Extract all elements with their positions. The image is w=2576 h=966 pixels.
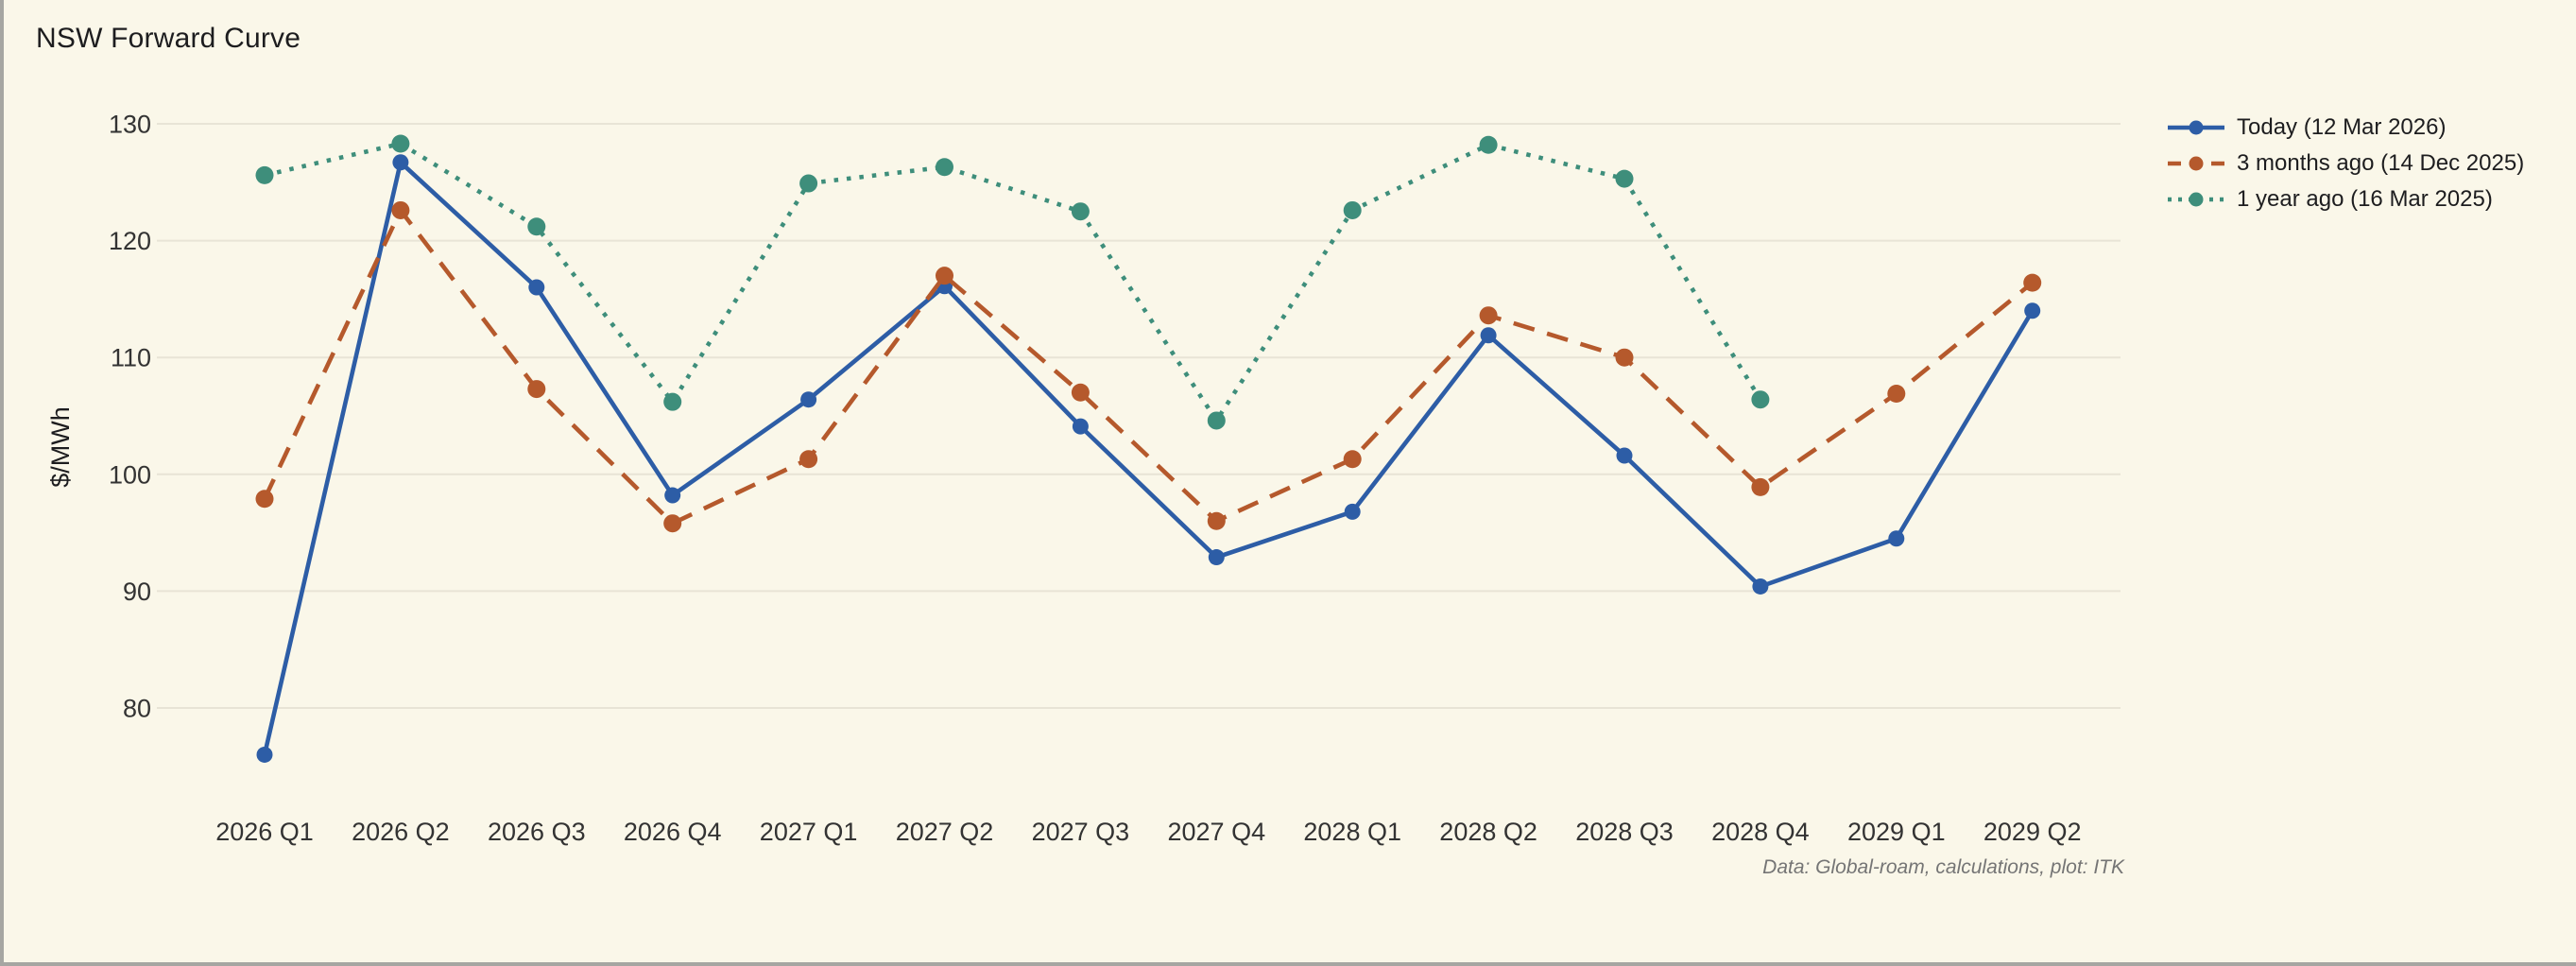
data-point xyxy=(1480,327,1497,344)
data-point xyxy=(255,165,274,184)
data-point xyxy=(799,450,818,469)
data-point xyxy=(528,279,545,296)
data-point xyxy=(1207,511,1226,530)
x-tick-label: 2028 Q4 xyxy=(1711,818,1810,846)
legend-marker-icon xyxy=(2168,192,2224,207)
data-point xyxy=(1071,383,1090,402)
y-tick-label: 110 xyxy=(111,344,151,372)
x-tick-label: 2026 Q1 xyxy=(215,818,314,846)
x-tick-label: 2029 Q1 xyxy=(1847,818,1946,846)
legend-dot xyxy=(2189,156,2204,171)
data-point xyxy=(663,514,682,533)
data-point xyxy=(2024,302,2041,319)
data-point xyxy=(527,217,546,236)
data-point xyxy=(1479,135,1498,154)
y-tick-label: 120 xyxy=(109,227,151,255)
series-line-0 xyxy=(262,158,2035,755)
legend-marker-icon xyxy=(2168,120,2224,135)
window-edge-bottom xyxy=(0,962,2576,966)
data-point xyxy=(1071,202,1090,221)
legend-item-1: 3 months ago (14 Dec 2025) xyxy=(2167,146,2524,181)
window-edge-left xyxy=(0,0,4,966)
chart-title: NSW Forward Curve xyxy=(36,23,301,54)
x-tick-label: 2027 Q4 xyxy=(1168,818,1266,846)
data-point xyxy=(2023,273,2042,292)
x-tick-label: 2028 Q1 xyxy=(1303,818,1401,846)
legend-dot xyxy=(2189,120,2204,135)
x-tick-label: 2028 Q2 xyxy=(1439,818,1537,846)
x-tick-label: 2028 Q3 xyxy=(1575,818,1674,846)
data-point xyxy=(391,134,410,153)
data-point xyxy=(799,174,818,193)
legend-dot xyxy=(2189,192,2204,207)
data-point xyxy=(527,380,546,399)
x-tick-label: 2027 Q1 xyxy=(760,818,858,846)
data-point xyxy=(936,267,953,285)
data-point xyxy=(1208,549,1225,566)
data-point xyxy=(664,487,681,504)
data-point xyxy=(1615,348,1634,367)
legend-marker-icon xyxy=(2168,156,2224,171)
data-point xyxy=(1751,477,1770,496)
data-point xyxy=(1752,578,1769,595)
y-tick-label: 130 xyxy=(109,111,151,139)
legend-label: 3 months ago (14 Dec 2025) xyxy=(2237,150,2525,176)
data-point xyxy=(800,391,817,408)
x-tick-label: 2026 Q4 xyxy=(624,818,722,846)
x-tick-label: 2026 Q3 xyxy=(488,818,586,846)
legend-label: 1 year ago (16 Mar 2025) xyxy=(2237,186,2493,212)
y-tick-label: 90 xyxy=(123,578,151,606)
series-line-2 xyxy=(264,141,1762,425)
x-tick-label: 2026 Q2 xyxy=(352,818,450,846)
data-point xyxy=(1751,390,1770,409)
x-tick-label: 2027 Q2 xyxy=(896,818,994,846)
y-tick-label: 80 xyxy=(123,695,151,723)
legend-item-2: 1 year ago (16 Mar 2025) xyxy=(2167,181,2524,217)
data-point xyxy=(1887,385,1906,404)
series-line-1 xyxy=(262,206,2035,526)
data-point xyxy=(1207,411,1226,430)
x-tick-label: 2027 Q3 xyxy=(1032,818,1130,846)
data-point xyxy=(936,158,953,177)
source-note: Data: Global-roam, calculations, plot: I… xyxy=(1762,856,2124,878)
legend: Today (12 Mar 2026) 3 months ago (14 Dec … xyxy=(2167,110,2524,217)
data-point xyxy=(663,392,682,411)
data-point xyxy=(1888,530,1905,547)
data-point xyxy=(1343,200,1362,219)
data-point xyxy=(1343,450,1362,469)
data-point xyxy=(392,154,409,171)
data-point xyxy=(1615,169,1634,188)
data-point xyxy=(256,746,273,763)
data-point xyxy=(255,490,274,509)
legend-label: Today (12 Mar 2026) xyxy=(2237,114,2447,140)
y-tick-label: 100 xyxy=(109,460,151,489)
data-point xyxy=(1344,503,1361,520)
data-point xyxy=(1616,447,1633,464)
x-tick-label: 2029 Q2 xyxy=(1984,818,2082,846)
data-point xyxy=(391,200,410,219)
data-point xyxy=(1479,306,1498,325)
legend-item-0: Today (12 Mar 2026) xyxy=(2167,110,2524,146)
data-point xyxy=(1072,418,1089,435)
